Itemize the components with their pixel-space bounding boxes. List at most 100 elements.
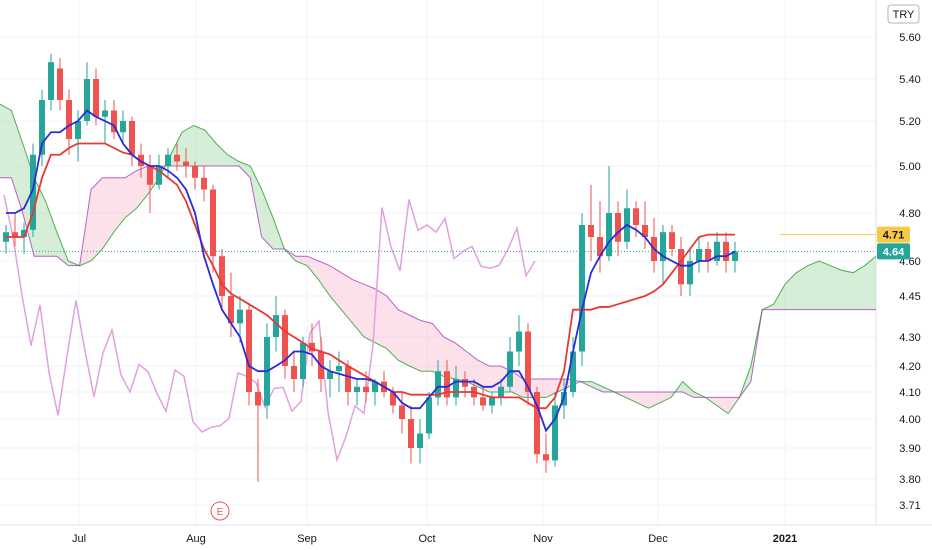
price-tick-label: 3.90 bbox=[899, 443, 920, 455]
candle bbox=[480, 386, 486, 411]
candle-body bbox=[660, 232, 666, 261]
time-tick-label: Oct bbox=[418, 533, 435, 545]
price-tick-label: 3.71 bbox=[899, 500, 920, 512]
cloud-segment bbox=[796, 265, 808, 310]
candle bbox=[552, 392, 558, 467]
currency-label: TRY bbox=[893, 9, 915, 21]
cloud-segment bbox=[841, 270, 854, 310]
price-tick-label: 4.10 bbox=[899, 387, 920, 399]
price-tick-label: 3.80 bbox=[899, 474, 920, 486]
candle-body bbox=[219, 256, 225, 296]
candle bbox=[327, 360, 333, 398]
candle-body bbox=[12, 232, 18, 237]
candle-body bbox=[75, 121, 81, 139]
candle bbox=[309, 323, 315, 366]
candle-body bbox=[435, 371, 441, 398]
grid-lines bbox=[0, 0, 932, 526]
candle bbox=[48, 53, 54, 111]
candle bbox=[57, 58, 63, 111]
candle-body bbox=[93, 79, 99, 117]
candle-body bbox=[282, 315, 288, 366]
candle bbox=[300, 337, 306, 387]
candles bbox=[3, 53, 738, 482]
cloud-segment bbox=[659, 392, 672, 403]
candle-body bbox=[399, 405, 405, 419]
candle bbox=[354, 379, 360, 406]
candle-body bbox=[588, 225, 594, 237]
candle bbox=[489, 392, 495, 414]
candle-body bbox=[363, 386, 369, 392]
candle-body bbox=[48, 62, 54, 100]
time-axis[interactable]: Jul Aug Sep Oct Nov Dec 2021 bbox=[72, 533, 797, 545]
candle-body bbox=[291, 366, 297, 379]
candle-body bbox=[138, 154, 144, 166]
candle-body bbox=[39, 100, 45, 155]
cloud-segment bbox=[511, 371, 524, 398]
candle bbox=[417, 419, 423, 464]
candle bbox=[282, 309, 288, 379]
candle bbox=[201, 166, 207, 202]
earnings-marker[interactable]: E bbox=[210, 501, 230, 521]
candle bbox=[372, 379, 378, 406]
candle bbox=[687, 249, 693, 296]
time-tick-label: Dec bbox=[648, 533, 668, 545]
candle bbox=[210, 184, 216, 273]
cloud-segment bbox=[375, 289, 387, 349]
candle bbox=[12, 213, 18, 247]
candle bbox=[120, 110, 126, 144]
cloud-segment bbox=[113, 177, 126, 233]
candle-body bbox=[354, 386, 360, 392]
candle bbox=[435, 360, 441, 406]
candle bbox=[732, 241, 738, 273]
candle bbox=[570, 337, 576, 398]
price-badge-bg bbox=[877, 226, 910, 243]
candle-body bbox=[678, 249, 684, 285]
candle-body bbox=[579, 225, 585, 352]
candle-body bbox=[732, 251, 738, 261]
candle bbox=[453, 366, 459, 406]
candle-body bbox=[300, 342, 306, 379]
candle-body bbox=[570, 351, 576, 392]
cloud-segment bbox=[307, 256, 319, 280]
candle-body bbox=[201, 177, 207, 190]
candle bbox=[525, 323, 531, 406]
candle bbox=[237, 296, 243, 343]
candle bbox=[399, 392, 405, 434]
cloud-segment bbox=[227, 154, 239, 166]
candle-body bbox=[345, 366, 351, 392]
candle-body bbox=[147, 166, 153, 185]
candle-body bbox=[417, 433, 423, 448]
candle-body bbox=[462, 379, 468, 387]
candle bbox=[462, 371, 468, 398]
candle-body bbox=[453, 379, 459, 398]
candle-body bbox=[102, 110, 108, 117]
cloud-segment bbox=[489, 366, 501, 392]
candle-body bbox=[426, 397, 432, 434]
cloud-segment bbox=[682, 381, 694, 398]
price-axis[interactable]: 5.605.405.205.004.804.604.454.304.204.10… bbox=[899, 32, 920, 512]
candle-body bbox=[174, 154, 180, 162]
candle bbox=[696, 237, 702, 273]
candle bbox=[147, 154, 153, 213]
price-tick-label: 4.00 bbox=[899, 414, 920, 426]
candle bbox=[408, 405, 414, 464]
candle-body bbox=[255, 392, 261, 406]
candle-body bbox=[480, 397, 486, 406]
currency-badge[interactable]: TRY bbox=[887, 4, 920, 24]
candle-body bbox=[552, 405, 558, 461]
cloud-segment bbox=[91, 177, 103, 261]
candle bbox=[381, 371, 387, 398]
candle-body bbox=[534, 392, 540, 455]
candle bbox=[498, 379, 504, 406]
candle-body bbox=[309, 342, 315, 352]
candle bbox=[660, 225, 666, 285]
cloud-segment bbox=[637, 392, 649, 409]
candle bbox=[39, 89, 45, 166]
candle bbox=[624, 189, 630, 249]
cloud-segment bbox=[432, 323, 444, 377]
cloud-segment bbox=[204, 130, 217, 166]
candle bbox=[174, 143, 180, 171]
cloud-segment bbox=[364, 284, 376, 343]
price-badge: 4.64 bbox=[877, 243, 910, 260]
